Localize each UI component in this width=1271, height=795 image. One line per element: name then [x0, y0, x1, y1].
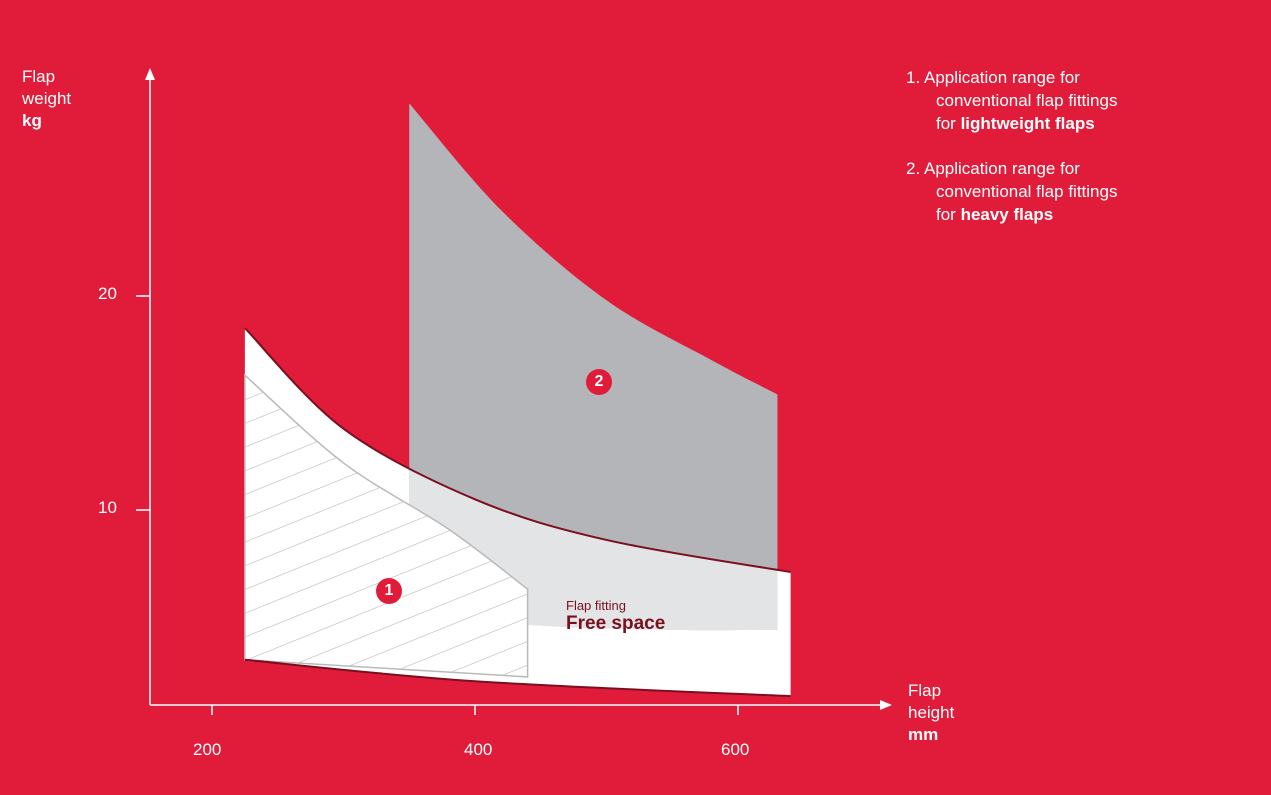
legend-item-1: 1. Application range for conventional fl… — [906, 66, 1117, 135]
legend-item-1-number: 1 — [906, 68, 916, 87]
y-axis-label-line-2: weight — [22, 89, 72, 108]
legend-item-2-line-2: conventional flap fittings — [936, 182, 1118, 201]
x-axis-label-line-1: Flap — [908, 681, 942, 700]
legend-item-1-text-3: for — [936, 114, 961, 133]
heavy-flaps-area — [409, 103, 778, 631]
legend-item-2: 2. Application range for conventional fl… — [906, 157, 1117, 226]
y-axis-arrow — [145, 68, 155, 80]
legend-item-2-text-3: for — [936, 205, 961, 224]
y-axis-unit: kg — [22, 111, 42, 130]
y-tick-label-10: 10 — [98, 498, 117, 517]
region-1-badge: 1 — [376, 578, 402, 604]
free-space-small-label: Flap fitting — [566, 598, 626, 613]
free-space-big-label: Free space — [566, 613, 666, 634]
x-tick-label-200: 200 — [193, 740, 222, 759]
legend-item-1-line-1: 1. Application range for — [906, 68, 1080, 87]
legend-item-2-line-1: 2. Application range for — [906, 159, 1080, 178]
legend-item-1-text-1: Application range for — [923, 68, 1080, 87]
legend-item-2-emphasis: heavy flaps — [960, 205, 1054, 224]
legend-item-1-line-3: for lightweight flaps — [906, 112, 1117, 135]
x-axis-arrow — [880, 700, 892, 710]
regions-layer — [244, 103, 791, 698]
axes-layer — [136, 68, 892, 715]
legend: 1. Application range for conventional fl… — [906, 66, 1117, 248]
region-2-badge: 2 — [586, 369, 612, 395]
free-space-upper-line — [244, 327, 791, 574]
x-tick-label-600: 600 — [721, 740, 750, 759]
free-space-lower-line — [244, 658, 791, 698]
legend-item-1-line-2: conventional flap fittings — [936, 91, 1118, 110]
y-axis-label-line-1: Flap — [22, 67, 56, 86]
lightweight-flaps-hatch — [244, 373, 529, 678]
x-tick-label-400: 400 — [464, 740, 493, 759]
x-axis-label-line-2: height — [908, 703, 955, 722]
y-tick-label-20: 20 — [98, 284, 117, 303]
legend-item-2-line-3: for heavy flaps — [906, 203, 1117, 226]
legend-item-1-emphasis: lightweight flaps — [960, 114, 1095, 133]
x-axis-title: Flap height mm — [908, 680, 954, 746]
legend-item-2-text-1: Application range for — [923, 159, 1080, 178]
y-axis-title: Flap weight kg — [22, 66, 71, 132]
free-space-annotation: Flap fitting Free space — [566, 598, 665, 635]
legend-item-2-number: 2 — [906, 159, 916, 178]
x-axis-unit: mm — [908, 725, 939, 744]
